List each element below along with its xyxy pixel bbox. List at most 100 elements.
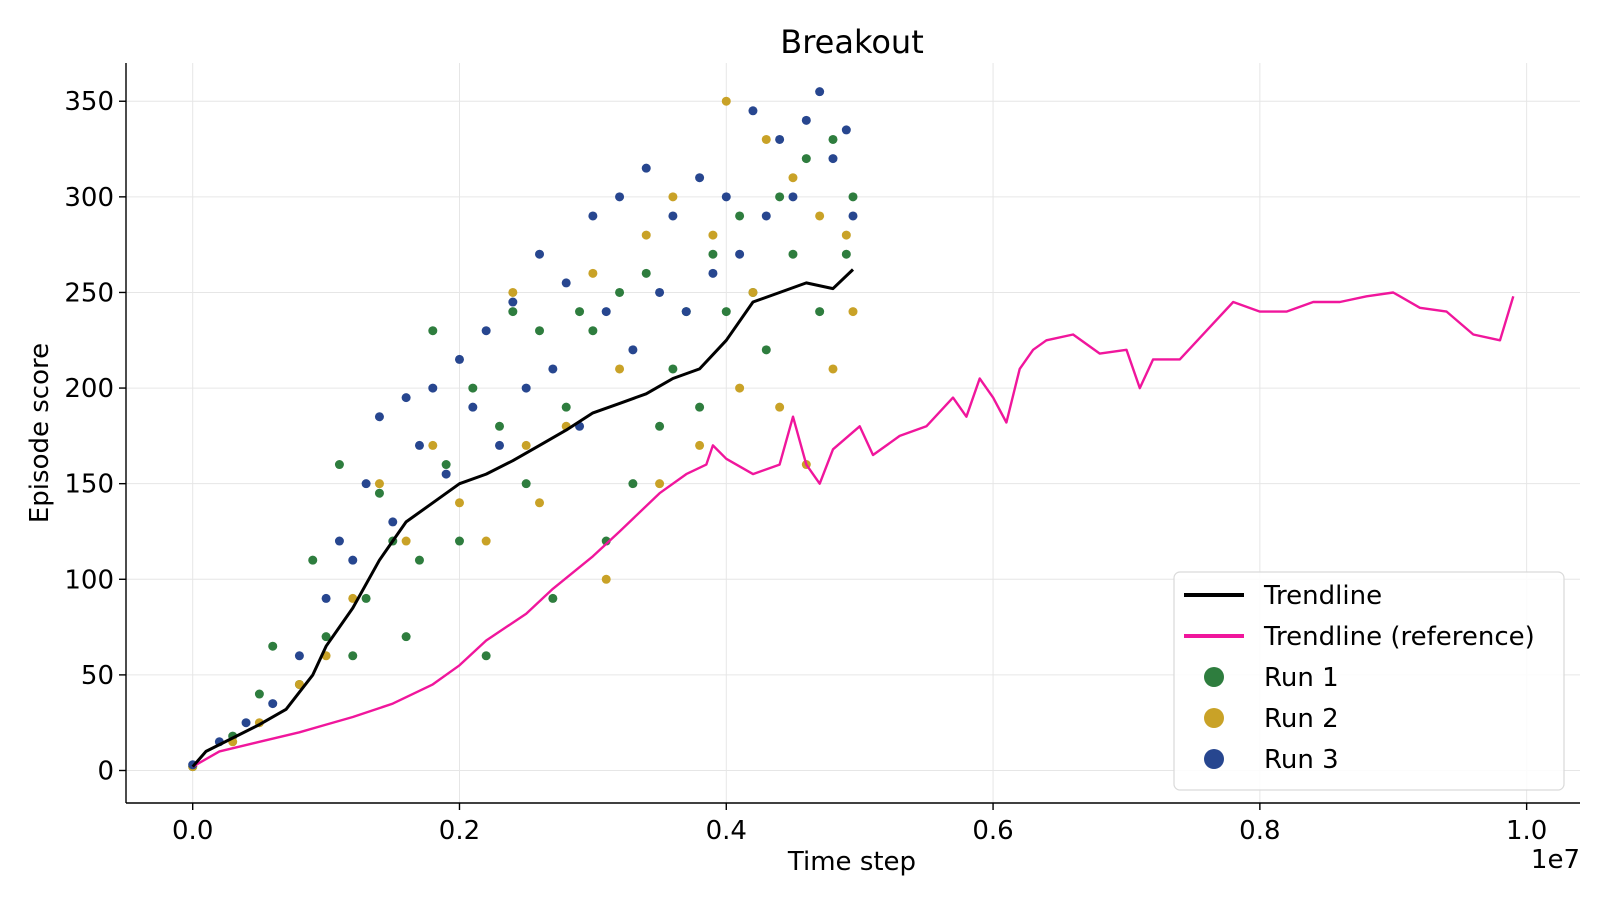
data-point (348, 651, 358, 661)
x-axis-scale-note: 1e7 (1531, 845, 1580, 875)
trendline (191, 268, 855, 768)
data-point (641, 230, 651, 240)
data-point (348, 593, 358, 603)
data-point (414, 555, 424, 565)
data-point (668, 211, 678, 221)
data-point (775, 192, 785, 202)
data-point (521, 479, 531, 489)
data-point (348, 555, 358, 565)
series-run-3 (188, 87, 858, 770)
data-point (628, 479, 638, 489)
data-point (801, 154, 811, 164)
data-point (848, 192, 858, 202)
data-point (548, 593, 558, 603)
data-point (321, 632, 331, 642)
series-run-1 (188, 134, 858, 772)
y-tick-label: 150 (64, 470, 114, 500)
series-run-2 (188, 96, 858, 772)
data-point (788, 192, 798, 202)
data-point (615, 364, 625, 374)
plot-area (188, 87, 1515, 772)
data-point (428, 383, 438, 393)
chart-title: Breakout (780, 23, 924, 61)
data-point (615, 287, 625, 297)
data-point (588, 211, 598, 221)
data-point (575, 307, 585, 317)
axes (119, 63, 1580, 810)
data-point (334, 460, 344, 470)
data-point (535, 326, 545, 336)
data-point (668, 192, 678, 202)
data-point (775, 134, 785, 144)
data-point (601, 574, 611, 584)
data-point (521, 383, 531, 393)
data-point (721, 96, 731, 106)
y-tick-label: 0 (97, 756, 114, 786)
data-point (508, 297, 518, 307)
legend: Trendline Trendline (reference) Run 1 Run 2… (1173, 571, 1565, 791)
data-point (841, 249, 851, 259)
legend-swatch-marker (1204, 749, 1224, 769)
data-point (414, 440, 424, 450)
data-point (735, 211, 745, 221)
legend-label: Trendline (reference) (1263, 622, 1535, 652)
data-point (294, 679, 304, 689)
data-point (761, 211, 771, 221)
data-point (241, 718, 251, 728)
data-point (401, 536, 411, 546)
data-point (801, 115, 811, 125)
data-point (735, 249, 745, 259)
data-point (681, 307, 691, 317)
data-point (788, 249, 798, 259)
legend-label: Run 2 (1264, 704, 1339, 734)
data-point (761, 134, 771, 144)
data-point (374, 412, 384, 422)
y-tick-label: 100 (64, 565, 114, 595)
data-point (641, 163, 651, 173)
data-point (548, 364, 558, 374)
data-point (401, 393, 411, 403)
data-point (521, 440, 531, 450)
y-tick-label: 200 (64, 374, 114, 404)
data-point (481, 651, 491, 661)
data-point (428, 326, 438, 336)
data-point (668, 364, 678, 374)
data-point (655, 287, 665, 297)
data-point (481, 326, 491, 336)
data-point (695, 173, 705, 183)
data-point (508, 287, 518, 297)
data-point (775, 402, 785, 412)
data-point (708, 268, 718, 278)
data-point (641, 268, 651, 278)
data-point (708, 249, 718, 259)
data-point (748, 287, 758, 297)
y-tick-label: 50 (81, 661, 114, 691)
x-tick-label: 0.0 (172, 816, 213, 846)
legend-swatch-marker (1204, 667, 1224, 687)
data-point (841, 230, 851, 240)
y-tick-label: 250 (64, 278, 114, 308)
legend-label: Run 1 (1264, 663, 1339, 693)
data-point (454, 536, 464, 546)
y-tick-label: 300 (64, 183, 114, 213)
data-point (761, 345, 771, 355)
x-tick-label: 0.2 (439, 816, 480, 846)
data-point (828, 154, 838, 164)
data-point (481, 536, 491, 546)
data-point (254, 689, 264, 699)
data-point (454, 354, 464, 364)
data-point (334, 536, 344, 546)
data-point (735, 383, 745, 393)
data-point (468, 402, 478, 412)
x-tick-label: 0.4 (706, 816, 747, 846)
x-tick-label: 0.8 (1239, 816, 1280, 846)
data-point (441, 469, 451, 479)
data-point (441, 460, 451, 470)
data-point (788, 173, 798, 183)
data-point (588, 268, 598, 278)
data-point (848, 211, 858, 221)
data-point (401, 632, 411, 642)
data-point (828, 134, 838, 144)
x-tick-label: 0.6 (972, 816, 1013, 846)
